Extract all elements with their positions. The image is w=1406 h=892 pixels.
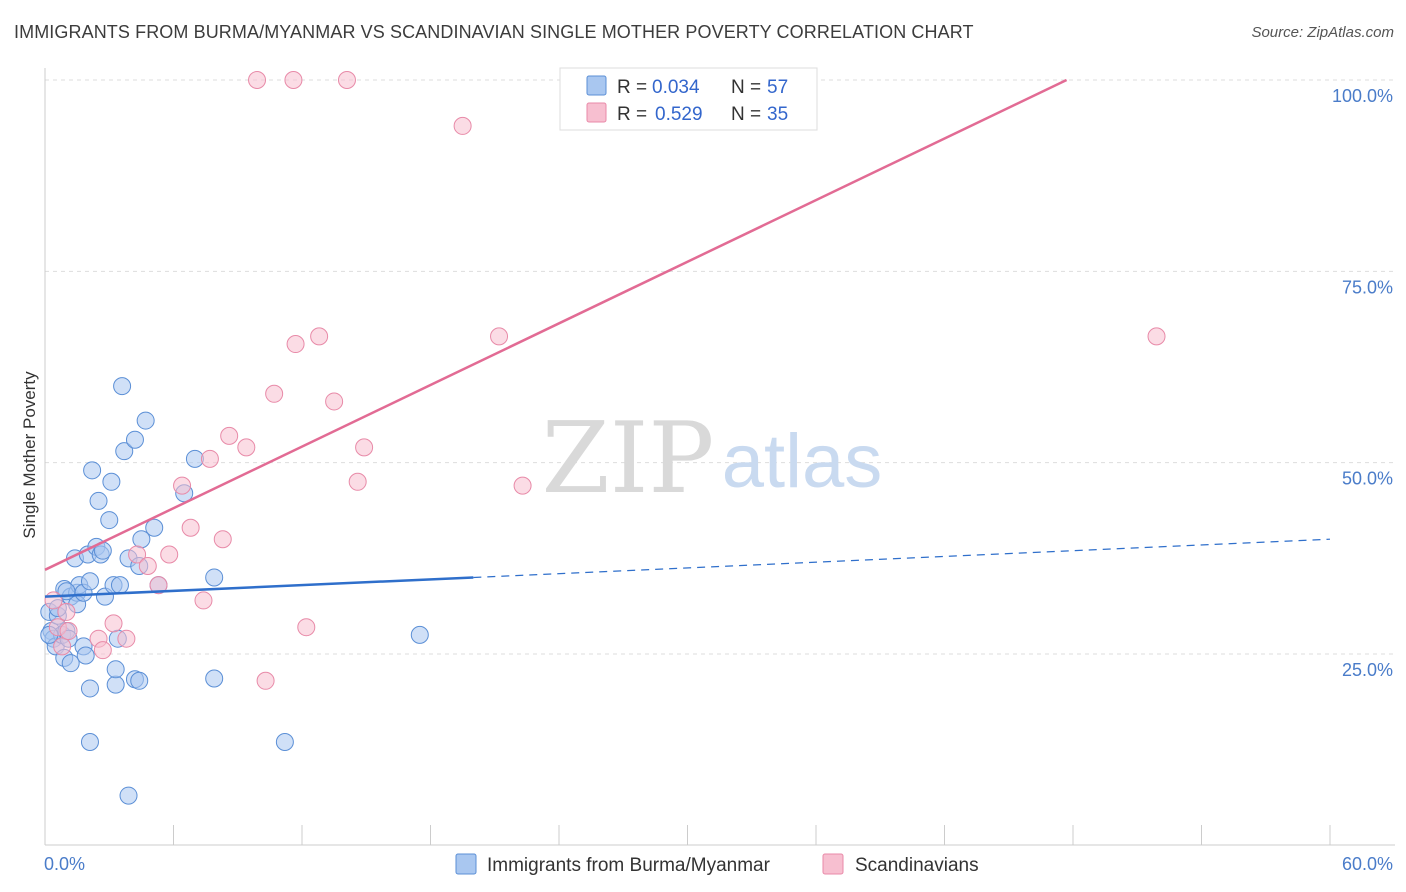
data-point-pink (213, 530, 232, 549)
bottom-legend-swatch-blue (455, 853, 477, 875)
data-point-pink (237, 438, 256, 457)
data-point-pink (93, 641, 112, 660)
legend-r-value-pink: 0.529 (655, 104, 703, 125)
trend-line-blue (44, 576, 474, 598)
data-point-blue (106, 660, 125, 679)
trend-lines (44, 78, 1331, 598)
data-point-pink (200, 449, 219, 468)
data-point-pink (117, 629, 136, 648)
chart-title: IMMIGRANTS FROM BURMA/MYANMAR VS SCANDIN… (14, 22, 974, 42)
legend-n-value-pink: 35 (767, 104, 788, 125)
source-label: Source: ZipAtlas.com (1251, 24, 1394, 41)
trend-line-pink (44, 78, 1068, 571)
data-point-pink (355, 438, 374, 457)
series-pink-points (44, 71, 1166, 690)
data-point-pink (59, 622, 78, 641)
data-point-pink (1147, 327, 1166, 346)
data-point-blue (61, 654, 80, 673)
x-tick-labels: 0.0% 60.0% (44, 854, 1393, 874)
data-point-pink (513, 476, 532, 495)
data-point-blue (119, 786, 138, 805)
data-point-blue (80, 679, 99, 698)
y-tick-labels: 100.0% 75.0% 50.0% 25.0% (1332, 86, 1393, 680)
data-point-pink (325, 392, 344, 411)
legend-swatch-blue (586, 75, 607, 96)
data-point-blue (185, 449, 204, 468)
data-point-blue (115, 442, 134, 461)
data-point-blue (130, 671, 149, 690)
data-point-pink (149, 576, 168, 595)
data-point-blue (100, 511, 119, 530)
legend-r-label-blue: R = (617, 77, 647, 98)
y-axis-title: Single Mother Poverty (20, 371, 39, 539)
data-point-blue (102, 472, 121, 491)
data-point-pink (337, 71, 356, 89)
data-point-pink (138, 556, 157, 575)
x-tick-label: 60.0% (1342, 854, 1393, 874)
data-point-pink (310, 327, 329, 346)
data-point-pink (220, 426, 239, 445)
watermark-zip: ZIP (542, 402, 715, 516)
data-point-pink (160, 545, 179, 564)
data-point-blue (76, 646, 95, 665)
data-point-blue (89, 491, 108, 510)
data-point-pink (53, 637, 72, 656)
y-tick-label: 75.0% (1342, 277, 1393, 297)
data-point-blue (113, 377, 132, 396)
data-point-blue (125, 430, 144, 449)
legend-n-label-pink: N = (731, 104, 761, 125)
data-point-pink (181, 518, 200, 537)
grid (45, 79, 1395, 655)
y-tick-label: 25.0% (1342, 660, 1393, 680)
watermark-atlas: atlas (722, 419, 883, 504)
data-point-pink (57, 602, 76, 621)
legend-swatch-pink (586, 102, 607, 123)
data-point-pink (286, 335, 305, 354)
data-point-pink (284, 71, 303, 89)
data-point-pink (104, 614, 123, 633)
data-point-blue (205, 669, 224, 688)
data-point-pink (256, 671, 275, 690)
data-point-pink (297, 618, 316, 637)
legend-r-value-blue: 0.034 (652, 77, 700, 98)
data-point-blue (275, 733, 294, 752)
data-point-pink (348, 472, 367, 491)
data-point-pink (194, 591, 213, 610)
bottom-legend-label-pink: Scandinavians (855, 855, 979, 876)
x-tick-label: 0.0% (44, 854, 85, 874)
data-point-pink (490, 327, 509, 346)
data-point-blue (145, 518, 164, 537)
bottom-legend-swatch-pink (822, 853, 844, 875)
series-legend: Immigrants from Burma/Myanmar Scandinavi… (455, 853, 979, 876)
watermark: ZIP atlas (542, 402, 883, 516)
data-point-pink (265, 384, 284, 403)
legend-n-value-blue: 57 (767, 77, 788, 98)
legend-n-label-blue: N = (731, 77, 761, 98)
data-point-blue (83, 461, 102, 480)
correlation-legend: R = 0.034 N = 57 R = 0.529 N = 35 (559, 67, 818, 131)
legend-r-label-pink: R = (617, 104, 647, 125)
data-point-blue (410, 625, 429, 644)
data-point-blue (205, 568, 224, 587)
data-point-pink (453, 116, 472, 135)
trend-line-blue-extension (473, 538, 1331, 579)
data-point-pink (248, 71, 267, 89)
data-point-blue (110, 576, 129, 595)
data-point-blue (106, 675, 125, 694)
data-point-blue (136, 411, 155, 430)
bottom-legend-label-blue: Immigrants from Burma/Myanmar (487, 855, 771, 876)
y-tick-label: 100.0% (1332, 86, 1393, 106)
data-point-blue (80, 572, 99, 591)
data-point-blue (80, 733, 99, 752)
axes (44, 68, 1395, 846)
data-point-pink (128, 545, 147, 564)
data-point-pink (173, 476, 192, 495)
y-tick-label: 50.0% (1342, 469, 1393, 489)
